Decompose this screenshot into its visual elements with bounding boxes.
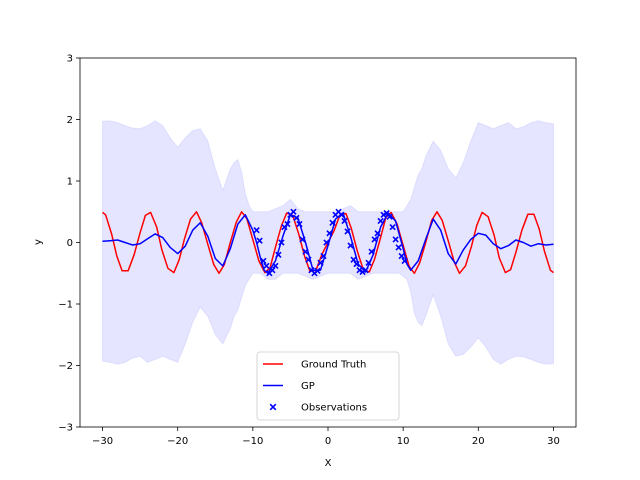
observation-point (320, 252, 327, 260)
observation-point (269, 267, 276, 274)
observation-point (356, 267, 363, 274)
observation-point (326, 230, 333, 237)
x-tick-label: −30 (92, 436, 113, 447)
legend-swatch-2 (269, 403, 277, 411)
legend: Ground Truth GP Observations (256, 351, 400, 421)
observation-point (293, 214, 300, 222)
legend-label-2: Observations (301, 403, 367, 414)
y-tick-label: 3 (67, 54, 73, 65)
observation-point (353, 260, 360, 268)
legend-box (256, 351, 400, 421)
x-tick-label: 20 (472, 436, 485, 447)
observation-point (350, 256, 357, 263)
observation-point (368, 248, 375, 255)
x-tick-label: 10 (397, 436, 410, 447)
observation-point (314, 267, 321, 274)
legend-label-1: GP (301, 381, 315, 392)
x-axis-label: X (325, 458, 332, 469)
observation-point (386, 213, 393, 220)
x-tick-label: 0 (325, 436, 331, 447)
observation-point (377, 217, 384, 225)
observation-point (253, 227, 260, 234)
observation-point (305, 256, 312, 263)
observation-point (296, 220, 303, 228)
y-axis-ticks: −3 −2 −1 0 1 2 3 (58, 54, 80, 434)
x-tick-label: −10 (242, 436, 263, 447)
observation-point (263, 262, 270, 270)
x-axis-ticks: −30 −20 −10 0 10 20 30 (92, 427, 560, 447)
observations-layer (253, 208, 408, 277)
x-tick-label: −20 (167, 436, 188, 447)
observation-point (299, 236, 306, 243)
observation-point (362, 267, 369, 274)
observation-point (302, 248, 309, 255)
y-axis-label: y (33, 239, 44, 245)
observation-point (256, 237, 263, 244)
observation-point (374, 230, 381, 237)
observation-point (290, 208, 297, 215)
observation-point (401, 257, 408, 265)
observation-point (338, 211, 345, 218)
y-tick-label: −1 (58, 300, 73, 311)
observation-point (275, 251, 282, 258)
observation-point (278, 239, 285, 246)
observation-point (347, 242, 354, 249)
observation-point (395, 244, 402, 251)
y-tick-label: 0 (67, 238, 73, 249)
x-tick-label: 30 (547, 436, 560, 447)
series-line-0 (102, 211, 554, 275)
y-tick-label: 1 (67, 177, 73, 188)
observation-point (365, 259, 372, 266)
observation-point (317, 259, 324, 266)
legend-label-0: Ground Truth (301, 360, 366, 371)
observation-point (359, 268, 366, 276)
observation-point (284, 220, 291, 228)
observation-point (389, 223, 396, 231)
observation-point (323, 239, 330, 246)
observation-point (272, 262, 279, 270)
observation-point (329, 219, 336, 226)
observation-point (344, 228, 351, 235)
observation-point (341, 217, 348, 225)
observation-point (398, 252, 405, 260)
observation-point (260, 257, 267, 265)
y-tick-label: 2 (67, 115, 73, 126)
observation-point (392, 236, 399, 243)
observation-point (380, 211, 387, 218)
y-tick-label: −2 (58, 361, 73, 372)
y-tick-label: −3 (58, 423, 73, 434)
observation-point (371, 236, 378, 243)
